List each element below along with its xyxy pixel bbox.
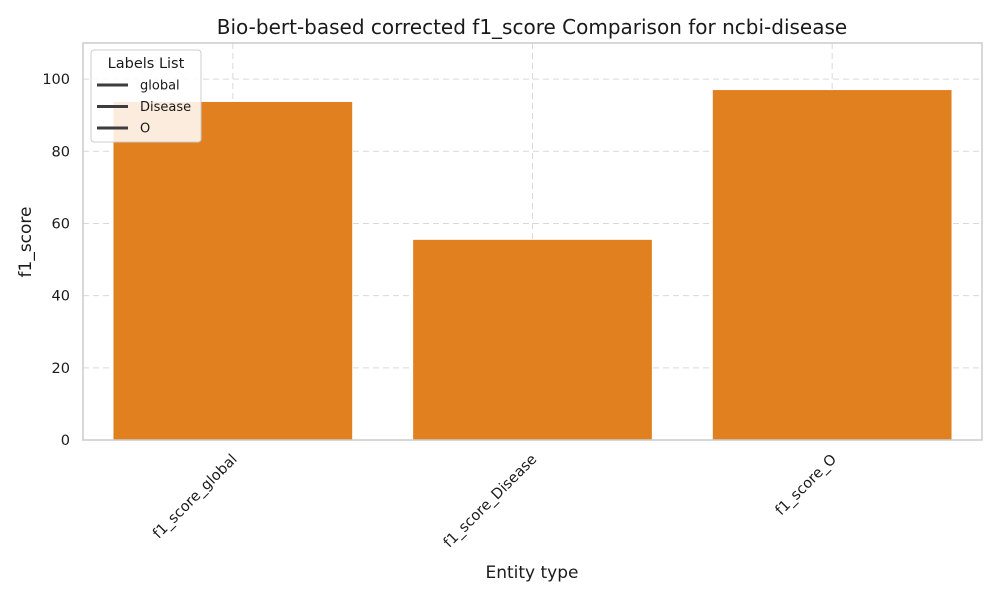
legend-box bbox=[90, 49, 202, 143]
y-tick-label: 100 bbox=[42, 72, 70, 88]
y-tick-label: 0 bbox=[61, 433, 70, 449]
chart-title: Bio-bert-based corrected f1_score Compar… bbox=[217, 15, 847, 39]
x-tick-label: f1_score_O bbox=[773, 452, 840, 519]
legend-items: global Disease O bbox=[97, 79, 191, 137]
bar-f1_score_O bbox=[711, 89, 953, 441]
y-tick-label: 60 bbox=[52, 216, 70, 232]
x-tick-labels: f1_score_global f1_score_Disease f1_score_… bbox=[150, 451, 840, 551]
bars bbox=[112, 89, 953, 441]
y-tick-label: 40 bbox=[52, 289, 70, 305]
legend-label-Disease: Disease bbox=[140, 100, 191, 115]
x-axis-label: Entity type bbox=[485, 563, 578, 583]
y-tick-label: 20 bbox=[52, 361, 70, 377]
y-axis-label: f1_score bbox=[16, 207, 36, 278]
legend[interactable]: Labels List global Disease O bbox=[90, 49, 202, 143]
bar-f1_score_global bbox=[112, 100, 354, 441]
legend-label-O: O bbox=[140, 122, 150, 137]
x-tick-label: f1_score_global bbox=[150, 452, 241, 543]
legend-label-global: global bbox=[140, 79, 180, 94]
bar-f1_score_Disease bbox=[412, 238, 653, 441]
plot-frame bbox=[82, 42, 983, 441]
y-tick-labels: 0 20 40 60 80 100 bbox=[42, 72, 70, 449]
legend-title: Labels List bbox=[108, 56, 185, 72]
y-tick-label: 80 bbox=[52, 144, 70, 160]
x-tick-label: f1_score_Disease bbox=[441, 451, 541, 551]
